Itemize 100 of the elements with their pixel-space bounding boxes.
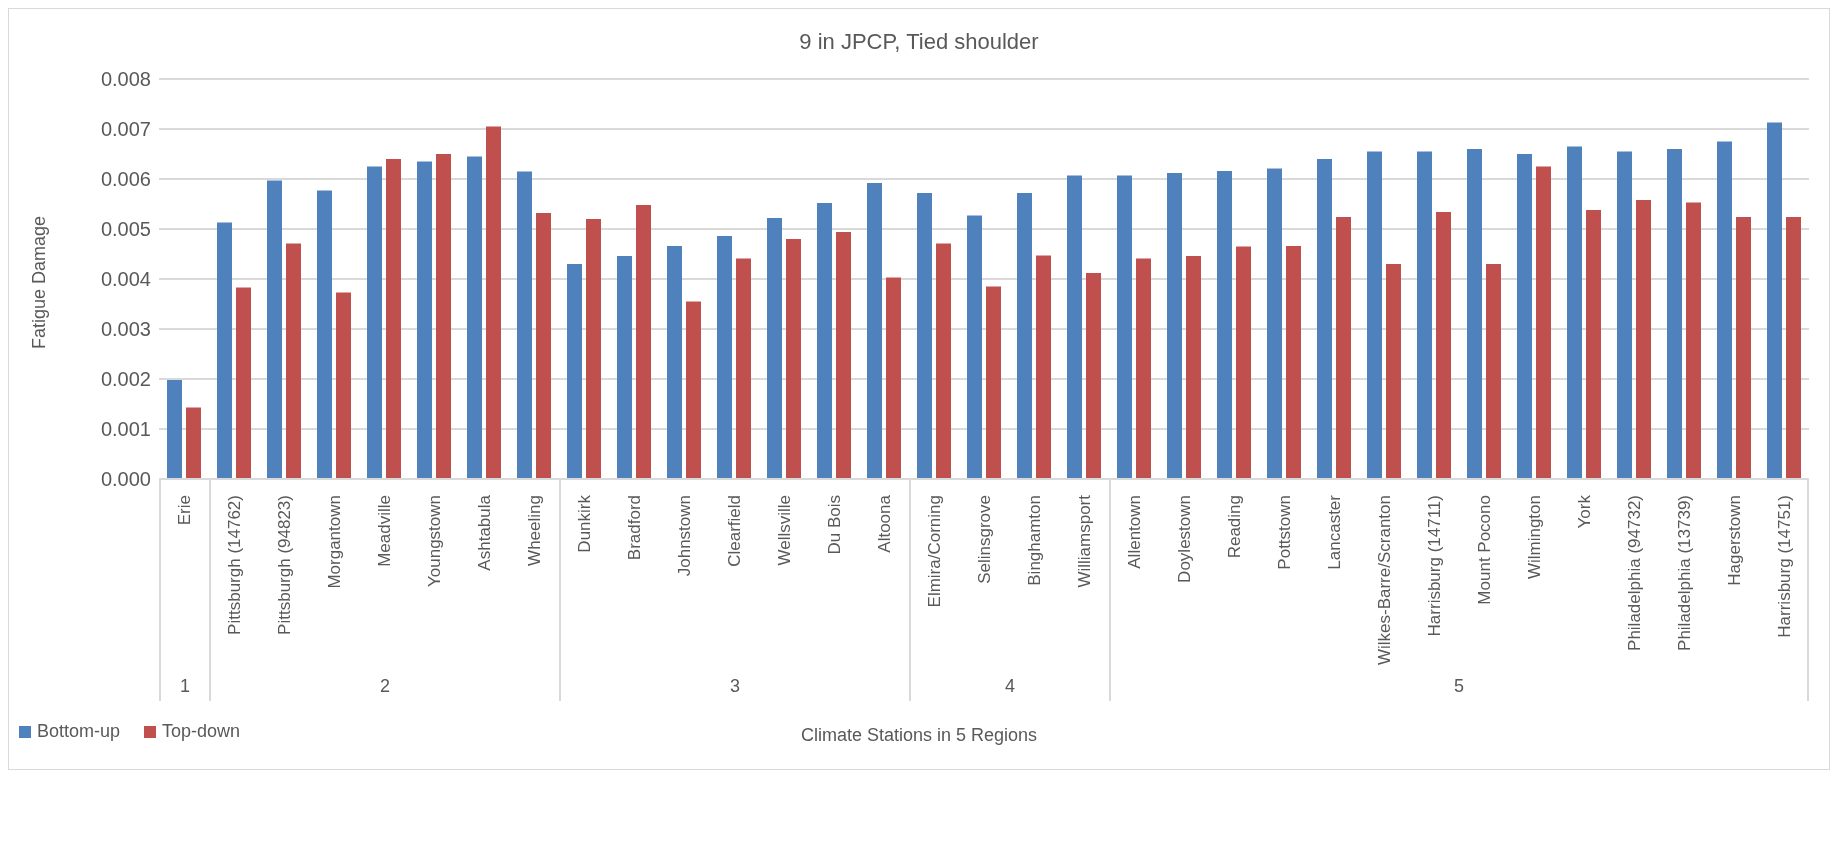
x-tick-label: Pottstown — [1274, 495, 1294, 570]
bar — [567, 264, 582, 479]
bar — [417, 161, 432, 479]
bar — [636, 205, 651, 479]
y-tick-label: 0.003 — [100, 318, 151, 341]
x-tick-label: Wilmington — [1524, 495, 1544, 580]
bar — [1336, 217, 1351, 479]
bar — [1386, 264, 1401, 479]
y-tick-label: 0.004 — [100, 268, 151, 291]
bar — [717, 236, 732, 479]
x-tick-label: Harrisburg (14711) — [1424, 495, 1444, 637]
bar — [1486, 264, 1501, 479]
bar — [917, 193, 932, 479]
bar — [167, 380, 182, 479]
bar — [1617, 151, 1632, 479]
legend-label: Top-down — [162, 721, 241, 742]
bar — [1036, 255, 1051, 479]
text: 4 — [1004, 676, 1016, 697]
y-tick-label: 0.001 — [100, 418, 151, 441]
bar — [686, 301, 701, 479]
x-tick-label: Philadelphia (13739) — [1674, 495, 1694, 651]
x-tick-label: Altoona — [874, 494, 894, 553]
bar — [1217, 171, 1232, 479]
x-tick-label: Doylestown — [1174, 495, 1194, 583]
bar — [1417, 151, 1432, 479]
bar — [1636, 200, 1651, 479]
bar — [1567, 146, 1582, 479]
legend-label: Bottom-up — [37, 721, 121, 742]
x-tick-label: Elmira/Corning — [924, 495, 944, 608]
bar — [886, 277, 901, 479]
x-tick-label: Wilkes-Barre/Scranton — [1374, 495, 1394, 666]
x-tick-label: Wheeling — [524, 495, 544, 566]
y-tick-label: 0.005 — [100, 218, 151, 241]
text: 2 — [379, 676, 391, 697]
bar — [1536, 166, 1551, 479]
x-tick-label: Binghamton — [1024, 495, 1044, 586]
bar — [1236, 246, 1251, 479]
bar — [486, 126, 501, 479]
bar — [1517, 154, 1532, 479]
x-tick-label: Ashtabula — [474, 494, 494, 571]
text: 5 — [1453, 676, 1465, 697]
x-tick-label: Johnstown — [674, 495, 694, 577]
x-tick-label: Youngstown — [424, 495, 444, 588]
bar — [317, 190, 332, 479]
bar — [986, 286, 1001, 479]
bar — [267, 180, 282, 479]
bar — [1717, 141, 1732, 479]
bar — [436, 154, 451, 479]
bar — [1786, 217, 1801, 479]
x-tick-label: Meadville — [374, 495, 394, 567]
x-tick-label: York — [1574, 494, 1594, 529]
bar — [336, 292, 351, 479]
bar — [836, 232, 851, 479]
bar — [1317, 159, 1332, 479]
x-tick-label: Wellsville — [774, 495, 794, 566]
y-tick-label: 0.000 — [100, 468, 151, 491]
bar — [617, 256, 632, 479]
bar — [1067, 175, 1082, 479]
bar — [767, 218, 782, 479]
bar — [786, 239, 801, 479]
bar — [586, 219, 601, 479]
bar — [1286, 246, 1301, 479]
y-tick-label: 0.002 — [100, 368, 151, 391]
x-tick-label: Reading — [1224, 495, 1244, 559]
bar — [467, 156, 482, 479]
bar — [1686, 202, 1701, 479]
bar — [1267, 168, 1282, 479]
bar — [1117, 175, 1132, 479]
bar — [667, 246, 682, 479]
bar — [367, 166, 382, 479]
x-tick-label: Pittsburgh (94823) — [274, 495, 294, 635]
bar — [867, 183, 882, 479]
bar — [817, 203, 832, 479]
x-tick-label: Pittsburgh (14762) — [224, 495, 244, 635]
x-tick-label: Harrisburg (14751) — [1774, 495, 1794, 638]
y-tick-label: 0.008 — [100, 68, 151, 91]
x-tick-label: Clearfield — [724, 495, 744, 567]
text: 1 — [179, 676, 191, 697]
bar — [1367, 151, 1382, 479]
x-tick-label: Hagerstown — [1724, 495, 1744, 586]
bar — [967, 215, 982, 479]
bar — [286, 243, 301, 479]
bar — [1767, 122, 1782, 479]
x-axis-title: Climate Stations in 5 Regions — [800, 725, 1038, 745]
x-tick-label: Erie — [174, 495, 194, 526]
x-tick-label: Williamsport — [1074, 494, 1094, 588]
bar — [386, 159, 401, 479]
x-tick-label: Du Bois — [824, 495, 844, 555]
bar — [517, 171, 532, 479]
y-tick-label: 0.007 — [100, 118, 151, 141]
x-tick-label: Dunkirk — [574, 494, 594, 553]
x-tick-label: Selinsgrove — [974, 495, 994, 584]
chart-title: 9 in JPCP, Tied shoulder — [798, 29, 1040, 55]
bar — [1436, 212, 1451, 479]
bar — [1467, 149, 1482, 479]
bar — [1736, 217, 1751, 479]
bar — [186, 407, 201, 479]
bar — [1086, 273, 1101, 479]
bar — [736, 258, 751, 479]
text: 3 — [729, 676, 741, 697]
